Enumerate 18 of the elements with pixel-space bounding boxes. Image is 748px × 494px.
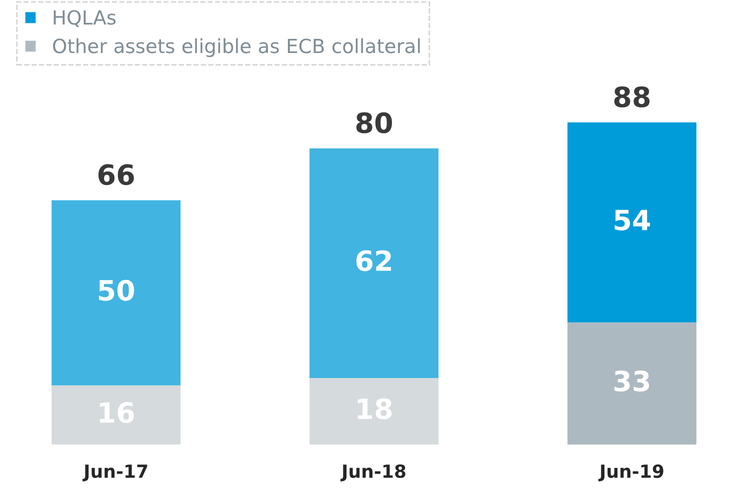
bar (567, 322, 696, 445)
x-tick-label: Jun-18 (340, 464, 406, 482)
x-tick-label: Jun-17 (82, 464, 148, 482)
data-label: 33 (614, 370, 650, 392)
bar (567, 122, 696, 322)
data-label: 62 (356, 250, 391, 272)
bar (52, 200, 181, 386)
bar (310, 378, 438, 445)
data-label: 50 (98, 280, 134, 301)
total-label: 88 (614, 86, 650, 108)
data-label: 54 (614, 210, 650, 230)
total-label: 66 (98, 164, 134, 186)
total-label: 80 (356, 112, 392, 134)
bar (52, 385, 181, 445)
bar (310, 148, 438, 378)
x-tick-label: Jun-19 (598, 464, 664, 482)
legend-label: Other assets eligible as ECB collateral (52, 38, 420, 58)
legend-label: HQLAs (54, 10, 116, 28)
